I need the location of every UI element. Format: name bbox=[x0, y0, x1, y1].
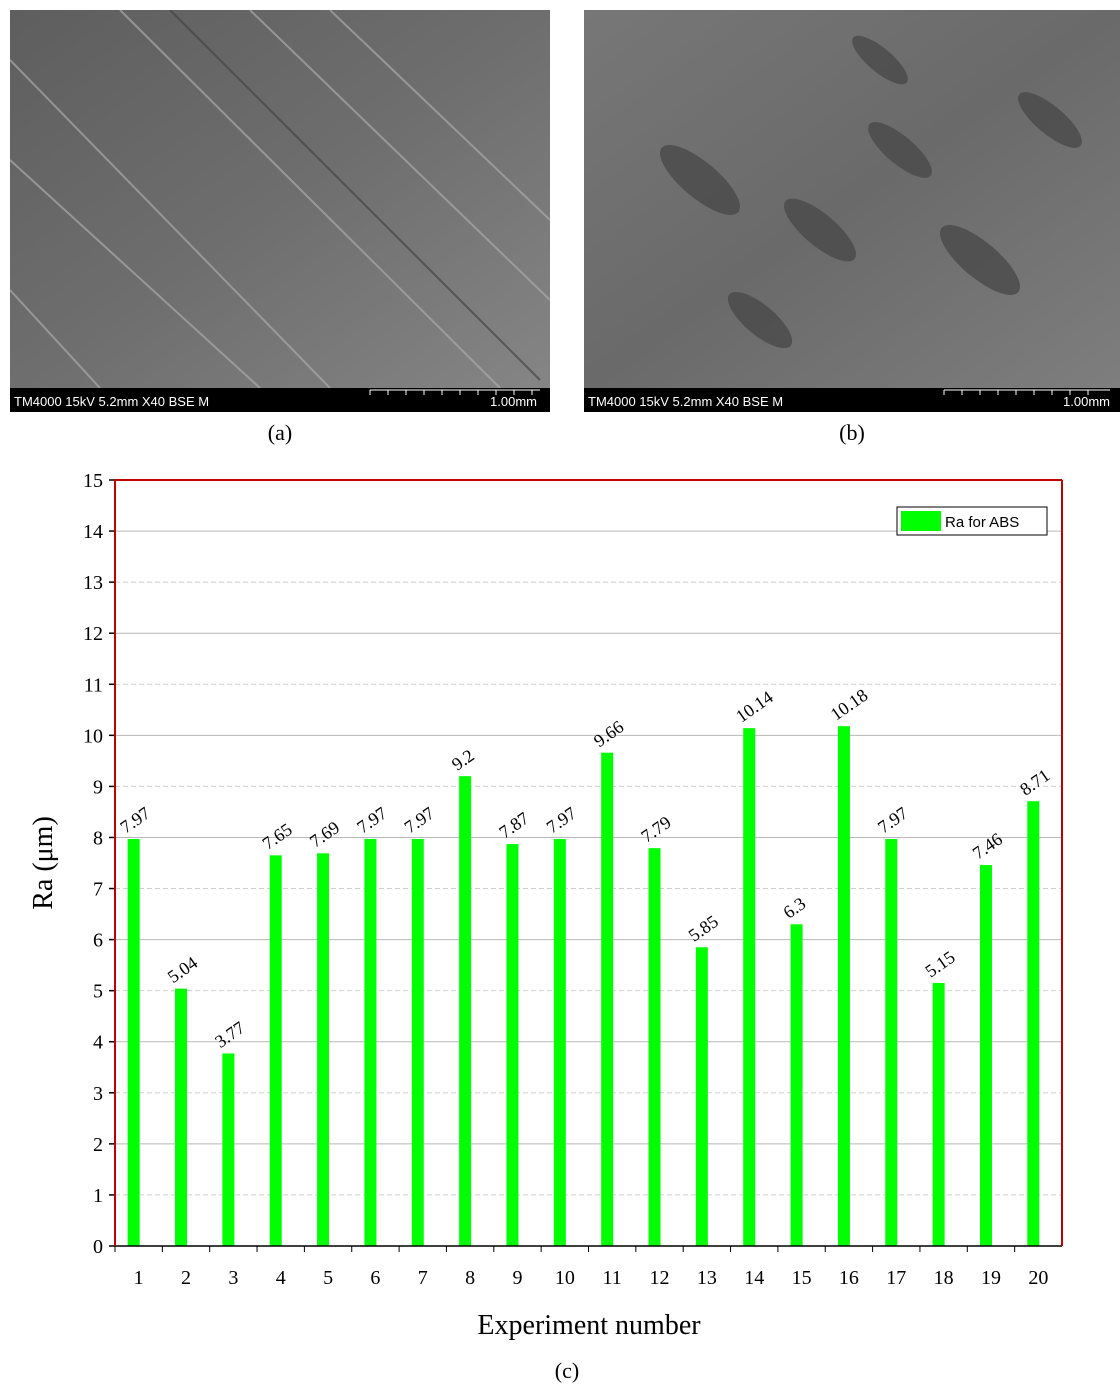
y-tick-label: 5 bbox=[93, 981, 103, 1003]
sem-info: TM4000 15kV 5.2mm X40 BSE M bbox=[588, 394, 783, 409]
caption: (a) bbox=[268, 420, 292, 445]
x-tick-label: 3 bbox=[228, 1267, 238, 1289]
x-tick-label: 5 bbox=[323, 1267, 333, 1289]
caption: (b) bbox=[839, 420, 865, 445]
bar bbox=[411, 838, 424, 1246]
x-tick-label: 14 bbox=[744, 1267, 764, 1289]
value-label: 7.46 bbox=[969, 829, 1006, 863]
x-tick-label: 1 bbox=[134, 1267, 144, 1289]
bar bbox=[601, 752, 614, 1246]
y-tick-label: 0 bbox=[93, 1236, 103, 1258]
bar bbox=[175, 988, 188, 1246]
bar bbox=[648, 848, 661, 1246]
bar bbox=[837, 726, 850, 1246]
bar bbox=[269, 855, 282, 1246]
x-tick-label: 20 bbox=[1028, 1267, 1048, 1289]
x-tick-label: 9 bbox=[512, 1267, 522, 1289]
y-tick-label: 4 bbox=[93, 1032, 103, 1054]
x-tick-label: 11 bbox=[603, 1267, 622, 1289]
value-label: 7.97 bbox=[874, 803, 911, 837]
y-tick-label: 9 bbox=[93, 776, 103, 798]
y-tick-label: 7 bbox=[93, 879, 103, 901]
value-label: 7.69 bbox=[306, 817, 343, 851]
bar bbox=[743, 728, 756, 1246]
x-tick-label: 10 bbox=[555, 1267, 575, 1289]
y-tick-label: 15 bbox=[83, 470, 103, 492]
y-tick-label: 8 bbox=[93, 827, 103, 849]
value-label: 7.97 bbox=[116, 803, 153, 837]
x-tick-label: 8 bbox=[465, 1267, 475, 1289]
value-label: 7.79 bbox=[637, 812, 674, 846]
caption: (c) bbox=[555, 1358, 579, 1383]
y-tick-label: 14 bbox=[83, 521, 103, 543]
x-tick-label: 12 bbox=[650, 1267, 670, 1289]
value-label: 5.04 bbox=[164, 952, 201, 986]
value-label: 7.97 bbox=[353, 803, 390, 837]
y-tick-label: 12 bbox=[83, 623, 103, 645]
y-tick-label: 3 bbox=[93, 1083, 103, 1105]
y-axis-label: Ra (μm) bbox=[28, 816, 59, 910]
x-tick-label: 7 bbox=[418, 1267, 428, 1289]
value-label: 10.14 bbox=[732, 687, 777, 727]
x-tick-label: 18 bbox=[934, 1267, 954, 1289]
x-tick-label: 2 bbox=[181, 1267, 191, 1289]
bar bbox=[932, 983, 945, 1246]
bar bbox=[1027, 801, 1040, 1246]
value-label: 7.97 bbox=[543, 803, 580, 837]
x-tick-label: 6 bbox=[370, 1267, 380, 1289]
sem-scale: 1.00mm bbox=[490, 394, 537, 409]
x-tick-label: 15 bbox=[792, 1267, 812, 1289]
y-tick-label: 6 bbox=[93, 930, 103, 952]
bar bbox=[364, 838, 377, 1246]
sem-image-b: TM4000 15kV 5.2mm X40 BSE M 1.00mm bbox=[584, 10, 1120, 412]
value-label: 8.71 bbox=[1016, 765, 1053, 799]
sem-info: TM4000 15kV 5.2mm X40 BSE M bbox=[14, 394, 209, 409]
bar bbox=[222, 1053, 235, 1246]
value-label: 7.65 bbox=[259, 819, 296, 853]
bar bbox=[506, 844, 519, 1246]
bar bbox=[790, 924, 803, 1246]
value-label: 9.2 bbox=[448, 745, 478, 774]
y-tick-label: 2 bbox=[93, 1134, 103, 1156]
value-label: 3.77 bbox=[211, 1017, 248, 1051]
x-axis-label: Experiment number bbox=[477, 1310, 701, 1341]
bar bbox=[553, 838, 566, 1246]
sem-image-a: TM4000 15kV 5.2mm X40 BSE M 1.00mm bbox=[10, 10, 550, 412]
y-tick-label: 10 bbox=[83, 725, 103, 747]
x-tick-label: 17 bbox=[886, 1267, 906, 1289]
x-tick-label: 4 bbox=[276, 1267, 286, 1289]
bar bbox=[459, 776, 472, 1246]
y-tick-label: 1 bbox=[93, 1185, 103, 1207]
value-label: 6.3 bbox=[779, 893, 809, 922]
value-label: 5.15 bbox=[921, 947, 958, 981]
legend-swatch bbox=[901, 511, 941, 531]
value-label: 10.18 bbox=[827, 685, 872, 725]
x-tick-label: 19 bbox=[981, 1267, 1001, 1289]
x-tick-label: 16 bbox=[839, 1267, 859, 1289]
legend-label: Ra for ABS bbox=[945, 514, 1019, 531]
value-label: 9.66 bbox=[590, 717, 627, 751]
x-tick-label: 13 bbox=[697, 1267, 717, 1289]
bar bbox=[695, 947, 708, 1246]
y-tick-label: 13 bbox=[83, 572, 103, 594]
y-tick-label: 11 bbox=[84, 674, 103, 696]
sem-scale: 1.00mm bbox=[1063, 394, 1110, 409]
bar bbox=[885, 838, 898, 1246]
value-label: 5.85 bbox=[685, 911, 722, 945]
bar bbox=[317, 853, 330, 1246]
bar bbox=[979, 865, 992, 1246]
value-label: 7.97 bbox=[401, 803, 438, 837]
bar bbox=[127, 838, 140, 1246]
